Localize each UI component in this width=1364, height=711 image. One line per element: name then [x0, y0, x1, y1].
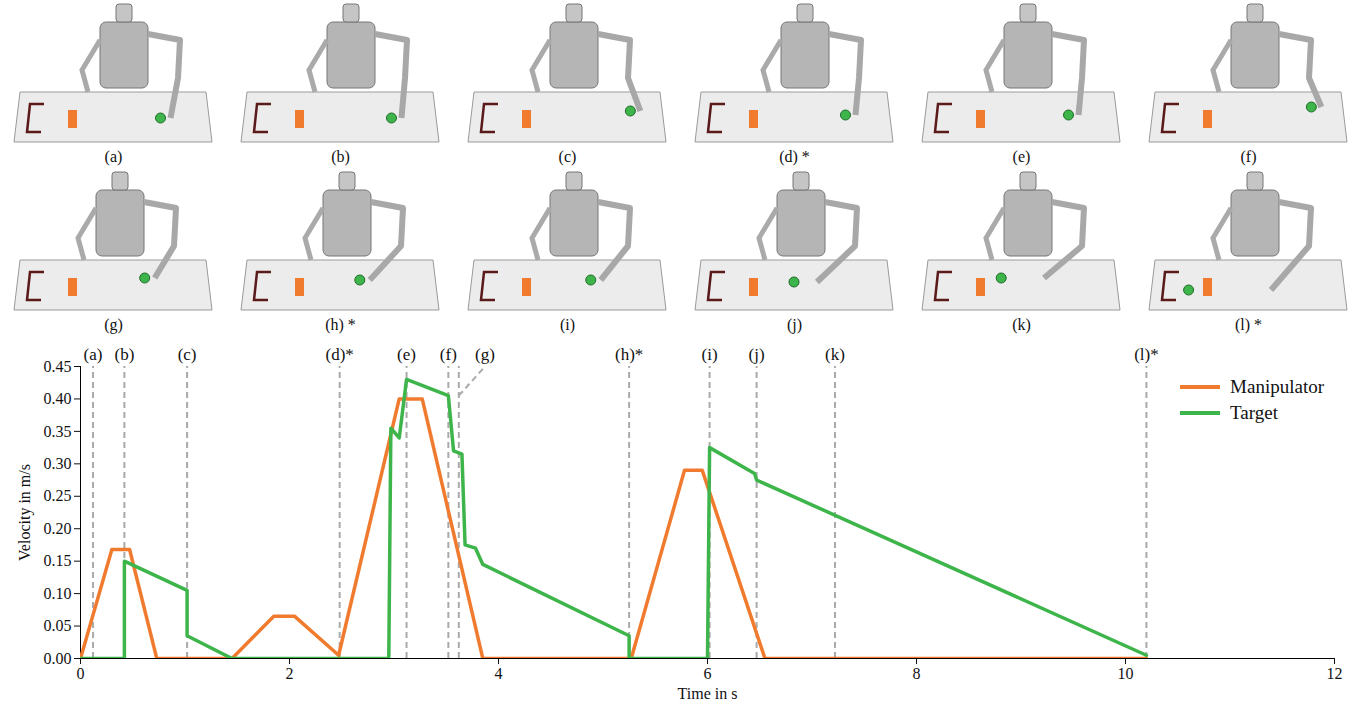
svg-text:0.15: 0.15: [44, 552, 72, 569]
html-text:Manipulator: Manipulator: [1230, 376, 1324, 397]
svg-text:(h) *: (h) *: [325, 316, 356, 334]
svg-text:(d) *: (d) *: [779, 148, 810, 166]
svg-text:(k): (k): [1012, 316, 1031, 334]
svg-text:(b): (b): [114, 345, 134, 364]
svg-text:10: 10: [1118, 665, 1134, 682]
svg-text:(j): (j): [749, 345, 765, 364]
svg-text:0.40: 0.40: [44, 390, 72, 407]
svg-text:(l) *: (l) *: [1235, 316, 1262, 334]
svg-text:0.10: 0.10: [44, 585, 72, 602]
svg-text:(g): (g): [104, 316, 123, 334]
svg-text:(f): (f): [1241, 148, 1257, 166]
svg-text:(i): (i): [702, 345, 718, 364]
svg-text:(e): (e): [1013, 148, 1031, 166]
svg-text:4: 4: [495, 665, 503, 682]
svg-text:2: 2: [286, 665, 294, 682]
svg-text:Velocity in m/s: Velocity in m/s: [16, 464, 34, 561]
svg-text:(b): (b): [331, 148, 350, 166]
svg-text:(a): (a): [84, 345, 103, 364]
svg-text:(d)*: (d)*: [325, 345, 353, 364]
svg-text:0.45: 0.45: [44, 358, 72, 375]
svg-text:0.25: 0.25: [44, 487, 72, 504]
svg-text:(c): (c): [559, 148, 577, 166]
svg-text:0.20: 0.20: [44, 520, 72, 537]
svg-text:(i): (i): [560, 316, 575, 334]
svg-text:8: 8: [913, 665, 921, 682]
svg-text:(f): (f): [440, 345, 457, 364]
svg-text:0.00: 0.00: [44, 650, 72, 667]
html-text:Target: Target: [1230, 402, 1278, 423]
svg-text:Time in s: Time in s: [678, 685, 738, 702]
svg-text:(g): (g): [475, 345, 495, 364]
svg-text:0.05: 0.05: [44, 617, 72, 634]
svg-text:(c): (c): [178, 345, 197, 364]
svg-text:0.30: 0.30: [44, 455, 72, 472]
svg-text:(e): (e): [397, 345, 416, 364]
svg-text:(a): (a): [105, 148, 123, 166]
svg-text:12: 12: [1327, 665, 1343, 682]
svg-text:(l)*: (l)*: [1134, 345, 1159, 364]
svg-text:(k): (k): [825, 345, 845, 364]
svg-text:6: 6: [704, 665, 712, 682]
svg-text:0.35: 0.35: [44, 423, 72, 440]
svg-text:(h)*: (h)*: [615, 345, 643, 364]
svg-text:(j): (j): [787, 316, 802, 334]
svg-text:0: 0: [77, 665, 85, 682]
